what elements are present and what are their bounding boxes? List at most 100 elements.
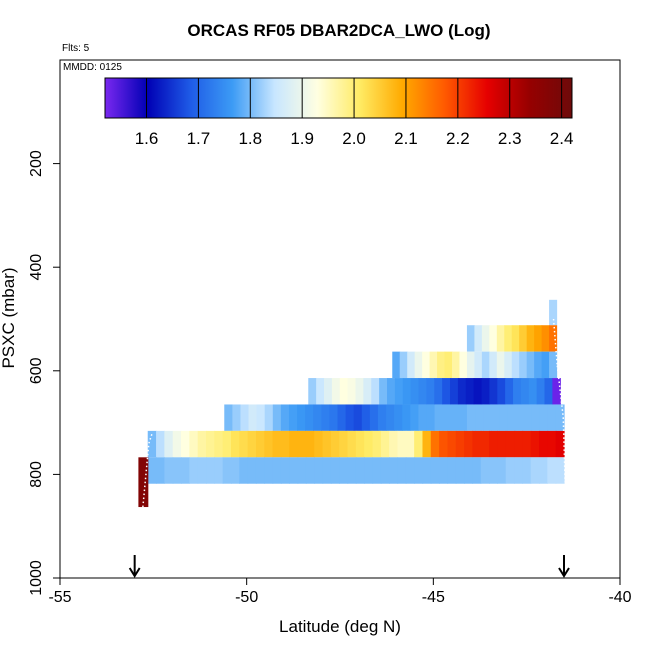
heatmap-cell [339, 457, 349, 484]
heatmap-cell [536, 378, 546, 405]
heatmap-cell [523, 404, 533, 431]
heatmap-cell [197, 457, 207, 484]
heatmap-cell [514, 457, 523, 484]
heatmap-cell [519, 351, 528, 379]
heatmap-cell [466, 351, 475, 379]
x-tick-label: -40 [608, 589, 631, 606]
heatmap-cell [380, 430, 390, 458]
heatmap-cell [371, 378, 380, 405]
heatmap-cell [434, 404, 444, 431]
heatmap-cell [504, 351, 513, 379]
colorbar-tick-label: 2.1 [394, 129, 418, 148]
heatmap-cell [316, 378, 325, 405]
heatmap-cell [364, 457, 374, 484]
heatmap-cell [505, 378, 514, 405]
heatmap-cell [414, 351, 423, 379]
heatmap-cell [322, 457, 332, 484]
arrow-head [128, 567, 141, 578]
heatmap-cell [437, 351, 446, 379]
heatmap-cell [189, 430, 199, 458]
date-label: MMDD: 0125 [63, 62, 122, 73]
heatmap-cell [489, 457, 498, 484]
heatmap-cell [547, 457, 557, 484]
heatmap-cell [418, 378, 427, 405]
heatmap-cell [172, 457, 182, 484]
heatmap-cell [405, 457, 415, 484]
y-tick-label: 600 [28, 357, 45, 384]
heatmap-cell [555, 430, 565, 458]
heatmap-cell [248, 404, 258, 431]
flight-arrows [128, 555, 570, 578]
heatmap-cell [466, 404, 476, 431]
heatmap-cell [539, 430, 548, 458]
heatmap-cell [407, 351, 416, 379]
trace-segment [556, 365, 564, 418]
heatmap-cell [305, 430, 315, 458]
heatmap-cell [466, 325, 475, 352]
heatmap-cell [530, 430, 540, 458]
heatmap-cell [355, 430, 365, 458]
heatmap-cell [164, 430, 174, 458]
heatmap-cell [464, 430, 474, 458]
heatmap-cell [181, 457, 190, 484]
heatmap-cell [450, 404, 460, 431]
heatmap-cell [555, 457, 565, 484]
heatmap-cell [450, 378, 459, 405]
heatmap-cell [473, 378, 483, 405]
heatmap-cell [481, 378, 490, 405]
heatmap-cell [530, 457, 540, 484]
heatmap-cell [361, 404, 371, 431]
heatmap-cell [297, 430, 307, 458]
heatmap-cell [264, 457, 274, 484]
heatmap-cell [347, 378, 357, 405]
heatmap-cell [497, 430, 507, 458]
heatmap-cell [489, 378, 498, 405]
heatmap-cell [380, 457, 390, 484]
x-axis-label: Latitude (deg N) [279, 617, 401, 636]
heatmap-cell [239, 457, 249, 484]
heatmap-cell [289, 457, 299, 484]
heatmap-cell [397, 457, 407, 484]
heatmap-cell [455, 457, 465, 484]
heatmap-cell [392, 351, 401, 379]
heatmap-cell [522, 457, 532, 484]
heatmap-cell [214, 457, 224, 484]
heatmap-cell [189, 457, 199, 484]
heatmap-cell [430, 457, 440, 484]
heatmap-cell [331, 378, 341, 405]
heatmap-cell [329, 404, 339, 431]
x-tick-label: -55 [48, 589, 71, 606]
heatmap-cell [264, 430, 274, 458]
heatmap-cell [519, 325, 528, 352]
heatmap-cell [280, 430, 290, 458]
heatmap-cell [172, 430, 182, 458]
heatmap-cell [387, 378, 396, 405]
trace-segment [142, 443, 150, 508]
heatmap-cell [442, 404, 452, 431]
heatmap-cell [464, 457, 474, 484]
heatmap-cell [549, 351, 558, 379]
heatmap-cell [541, 325, 550, 352]
heatmap-cell [339, 430, 349, 458]
heatmap-cell [156, 430, 165, 458]
heatmap-cell [337, 404, 347, 431]
colorbar-tick-label: 2.4 [550, 129, 574, 148]
heatmap-cell [513, 378, 522, 405]
heatmap-cell [230, 430, 240, 458]
heatmap-cell [480, 430, 490, 458]
colorbar-tick-label: 2.0 [342, 129, 366, 148]
heatmap-cell [288, 404, 298, 431]
heatmap-cell [222, 457, 232, 484]
colorbar-tick-label: 2.3 [498, 129, 522, 148]
heatmap-cell [444, 351, 453, 379]
heatmap-cell [526, 351, 535, 379]
heatmap-cell [264, 404, 274, 431]
heatmap-cell [555, 404, 565, 431]
heatmap-cell [515, 404, 525, 431]
heatmap-cell [474, 325, 483, 352]
flights-label: Flts: 5 [62, 43, 90, 54]
heatmap-cell [472, 430, 482, 458]
heatmap-cell [255, 430, 265, 458]
heatmap-cell [547, 430, 557, 458]
